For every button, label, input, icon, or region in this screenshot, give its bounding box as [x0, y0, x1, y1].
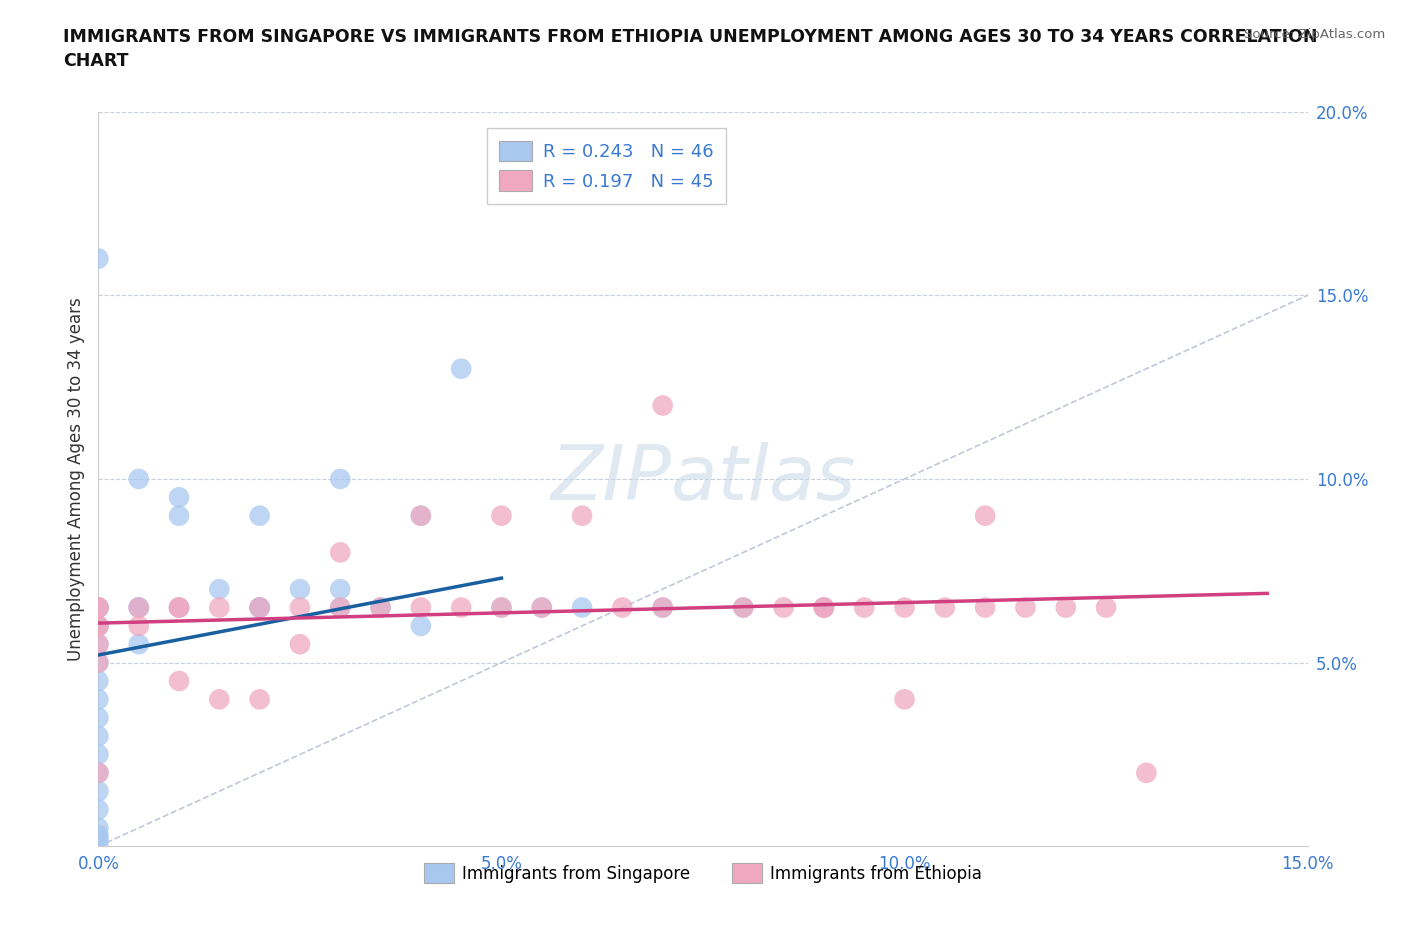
Point — [530, 600, 553, 615]
Point — [249, 600, 271, 615]
Point — [87, 673, 110, 688]
Point — [87, 618, 110, 633]
Point — [893, 600, 915, 615]
Point — [87, 765, 110, 780]
Point — [409, 618, 432, 633]
Point — [249, 600, 271, 615]
Point — [128, 600, 150, 615]
Point — [813, 600, 835, 615]
Point — [813, 600, 835, 615]
Point — [87, 711, 110, 725]
Point — [87, 835, 110, 850]
Point — [612, 600, 634, 615]
Point — [733, 600, 755, 615]
Point — [813, 600, 835, 615]
Point — [87, 600, 110, 615]
Point — [1054, 600, 1077, 615]
Point — [128, 472, 150, 486]
Point — [288, 582, 311, 597]
Point — [87, 802, 110, 817]
Point — [1095, 600, 1118, 615]
Point — [167, 508, 190, 523]
Point — [87, 655, 110, 670]
Point — [87, 600, 110, 615]
Point — [87, 618, 110, 633]
Point — [167, 600, 190, 615]
Point — [651, 600, 673, 615]
Point — [772, 600, 794, 615]
Point — [974, 600, 997, 615]
Point — [409, 508, 432, 523]
Point — [491, 508, 513, 523]
Point — [167, 490, 190, 505]
Point — [87, 600, 110, 615]
Point — [87, 820, 110, 835]
Point — [87, 251, 110, 266]
Point — [249, 508, 271, 523]
Point — [288, 600, 311, 615]
Point — [329, 582, 352, 597]
Legend: Immigrants from Singapore, Immigrants from Ethiopia: Immigrants from Singapore, Immigrants fr… — [418, 857, 988, 889]
Point — [651, 398, 673, 413]
Point — [128, 600, 150, 615]
Point — [87, 831, 110, 846]
Point — [87, 765, 110, 780]
Point — [87, 784, 110, 799]
Y-axis label: Unemployment Among Ages 30 to 34 years: Unemployment Among Ages 30 to 34 years — [66, 297, 84, 661]
Point — [370, 600, 392, 615]
Point — [87, 828, 110, 843]
Point — [934, 600, 956, 615]
Point — [249, 600, 271, 615]
Point — [1014, 600, 1036, 615]
Point — [329, 600, 352, 615]
Text: Source: ZipAtlas.com: Source: ZipAtlas.com — [1244, 28, 1385, 41]
Point — [128, 637, 150, 652]
Point — [208, 692, 231, 707]
Point — [370, 600, 392, 615]
Point — [208, 582, 231, 597]
Point — [974, 508, 997, 523]
Point — [329, 600, 352, 615]
Point — [571, 600, 593, 615]
Point — [87, 692, 110, 707]
Point — [329, 472, 352, 486]
Point — [128, 618, 150, 633]
Point — [167, 600, 190, 615]
Point — [571, 508, 593, 523]
Point — [409, 600, 432, 615]
Point — [87, 747, 110, 762]
Point — [87, 637, 110, 652]
Point — [450, 361, 472, 376]
Point — [491, 600, 513, 615]
Point — [249, 600, 271, 615]
Text: ZIPatlas: ZIPatlas — [550, 442, 856, 516]
Point — [87, 637, 110, 652]
Point — [167, 673, 190, 688]
Point — [409, 508, 432, 523]
Point — [87, 729, 110, 744]
Point — [329, 545, 352, 560]
Point — [87, 655, 110, 670]
Point — [87, 600, 110, 615]
Text: IMMIGRANTS FROM SINGAPORE VS IMMIGRANTS FROM ETHIOPIA UNEMPLOYMENT AMONG AGES 30: IMMIGRANTS FROM SINGAPORE VS IMMIGRANTS … — [63, 28, 1317, 70]
Point — [288, 637, 311, 652]
Point — [733, 600, 755, 615]
Point — [167, 600, 190, 615]
Point — [208, 600, 231, 615]
Point — [893, 692, 915, 707]
Point — [491, 600, 513, 615]
Point — [249, 692, 271, 707]
Point — [87, 618, 110, 633]
Point — [651, 600, 673, 615]
Point — [450, 600, 472, 615]
Point — [530, 600, 553, 615]
Point — [128, 600, 150, 615]
Point — [853, 600, 876, 615]
Point — [87, 600, 110, 615]
Point — [87, 618, 110, 633]
Point — [1135, 765, 1157, 780]
